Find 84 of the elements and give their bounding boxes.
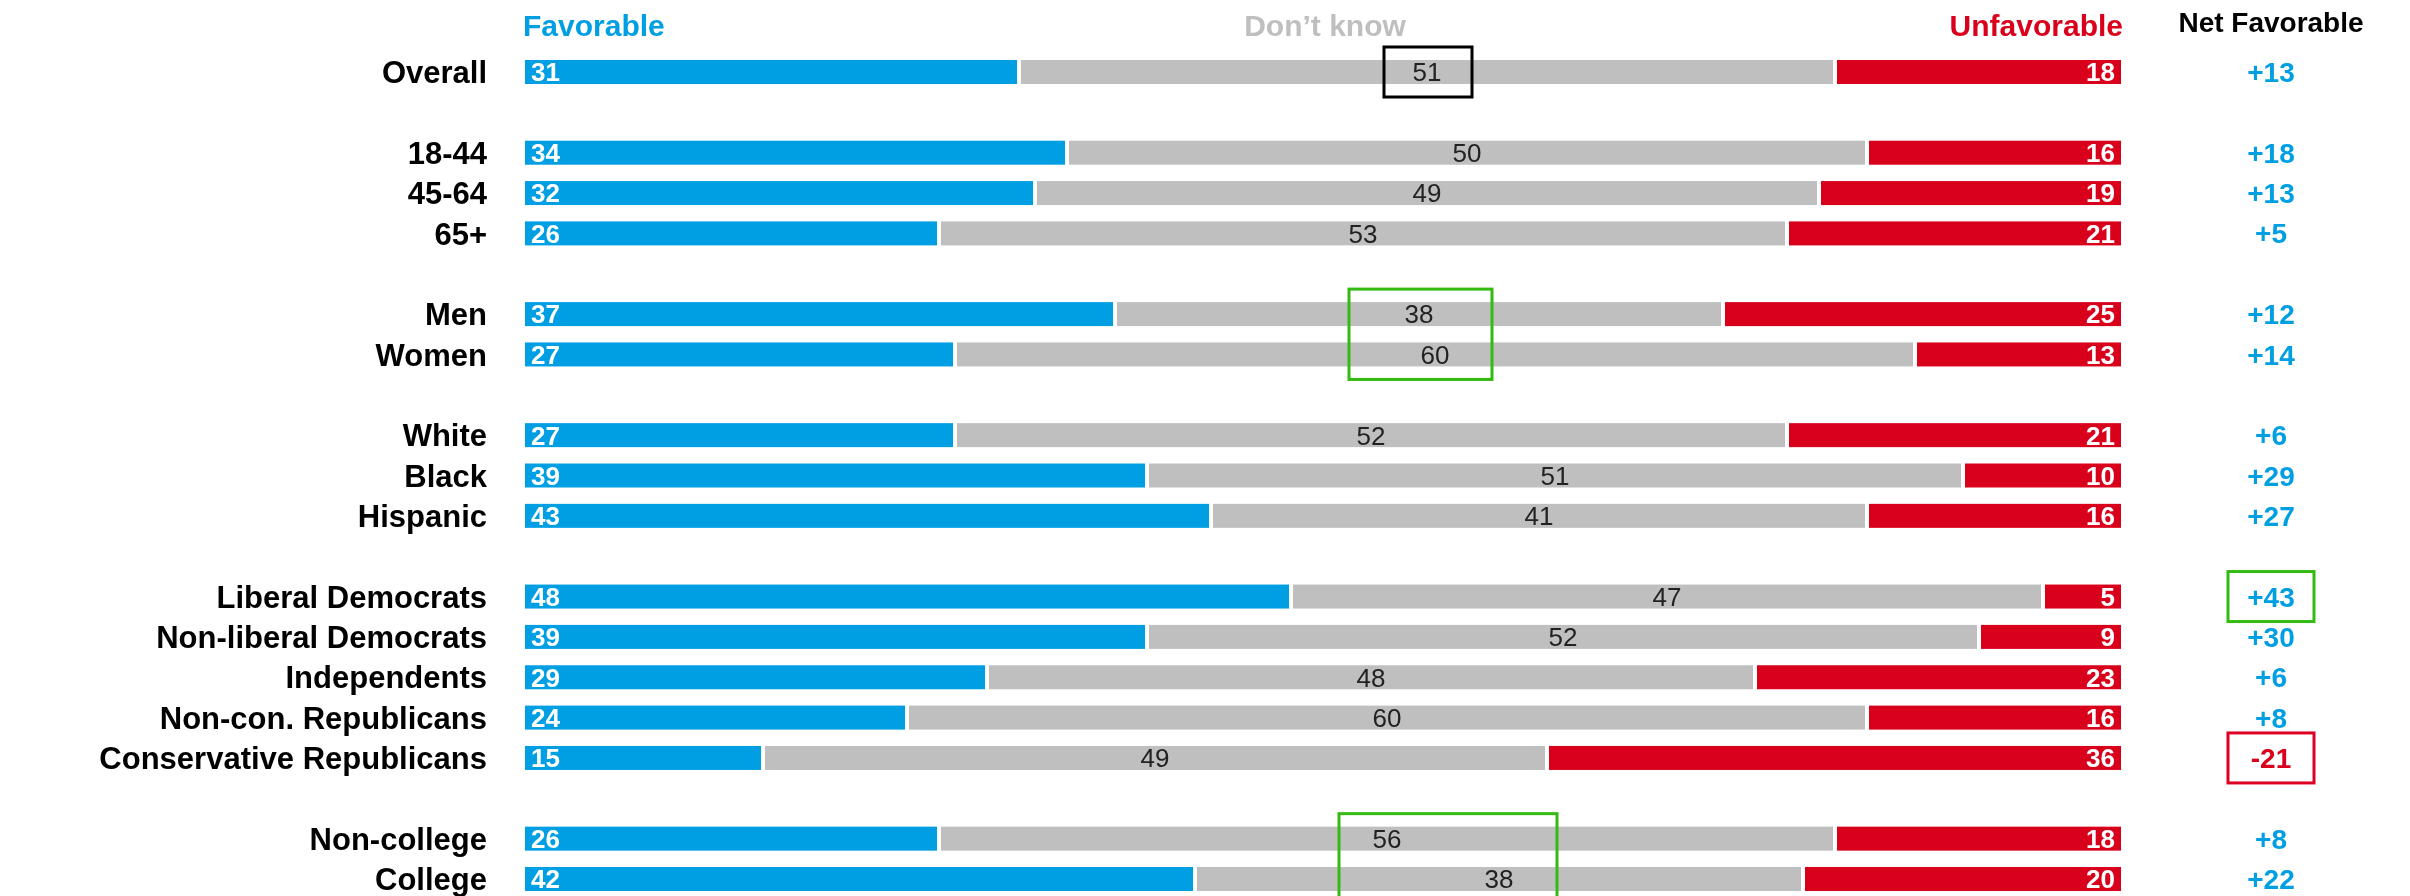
data-label: 41 <box>1524 501 1554 532</box>
y-tick-label: College <box>375 862 487 896</box>
data-label: 16 <box>2086 501 2115 532</box>
series-label: Don’t know <box>1244 9 1407 42</box>
data-label: 23 <box>2086 662 2115 693</box>
data-label: 16 <box>2086 702 2115 733</box>
y-tick-label: White <box>402 418 487 454</box>
data-label: 51 <box>1540 460 1570 491</box>
y-tick-label: 45-64 <box>407 176 488 212</box>
data-label: 56 <box>1372 824 1402 855</box>
data-label: 20 <box>2086 864 2115 895</box>
y-tick-label: Conservative Republicans <box>99 741 487 777</box>
y-tick-label: Black <box>404 458 488 494</box>
y-tick-label: Hispanic <box>357 499 487 535</box>
data-label: 16 <box>2086 138 2115 169</box>
series-label: Favorable <box>523 9 665 42</box>
data-label: 60 <box>1420 339 1450 370</box>
data-label: 42 <box>531 864 560 895</box>
text: +13 <box>2247 57 2295 89</box>
data-label: 38 <box>1484 864 1514 895</box>
data-label: 52 <box>1356 420 1386 451</box>
text: +29 <box>2247 460 2295 492</box>
data-label: 24 <box>531 702 561 733</box>
data-label: 29 <box>531 662 560 693</box>
text: +43 <box>2247 581 2295 613</box>
data-label: 34 <box>531 138 561 169</box>
y-tick-label: Non-college <box>309 821 487 857</box>
data-label: 18 <box>2086 57 2115 88</box>
text: +8 <box>2255 702 2287 734</box>
text: +5 <box>2255 218 2287 250</box>
data-label: 27 <box>531 339 560 370</box>
y-tick-label: 65+ <box>434 216 487 252</box>
text: +27 <box>2247 500 2295 532</box>
y-tick-label: Women <box>375 337 487 373</box>
text: +12 <box>2247 299 2295 331</box>
data-label: 26 <box>531 824 560 855</box>
text: -21 <box>2250 743 2292 775</box>
data-label: 19 <box>2086 178 2115 209</box>
data-label: 43 <box>531 501 560 532</box>
data-label: 32 <box>531 178 560 209</box>
data-label: 39 <box>531 460 560 491</box>
data-label: 27 <box>531 420 560 451</box>
data-label: 48 <box>531 581 560 612</box>
data-label: 37 <box>531 299 560 330</box>
data-label: 21 <box>2086 218 2115 249</box>
data-label: 49 <box>1140 743 1170 774</box>
data-label: 53 <box>1348 218 1378 249</box>
text: +30 <box>2247 621 2295 653</box>
data-label: 38 <box>1404 299 1434 330</box>
data-label: 50 <box>1452 138 1482 169</box>
y-tick-label: Non-con. Republicans <box>159 700 487 736</box>
text: Net Favorable <box>2178 7 2364 38</box>
data-label: 47 <box>1652 581 1682 612</box>
data-label: 51 <box>1412 57 1442 88</box>
text: +13 <box>2247 178 2295 210</box>
y-tick-label: Men <box>425 297 487 333</box>
data-label: 9 <box>2100 622 2115 653</box>
data-label: 48 <box>1356 662 1386 693</box>
text: +8 <box>2255 823 2287 855</box>
data-label: 10 <box>2086 460 2115 491</box>
data-label: 39 <box>531 622 560 653</box>
y-tick-label: Liberal Democrats <box>216 579 487 615</box>
data-label: 60 <box>1372 702 1402 733</box>
y-tick-label: 18-44 <box>407 135 488 171</box>
data-label: 31 <box>531 57 560 88</box>
data-label: 25 <box>2086 299 2115 330</box>
text: +14 <box>2247 339 2296 371</box>
y-tick-label: Non-liberal Democrats <box>156 620 487 656</box>
data-label: 13 <box>2086 339 2115 370</box>
text: +6 <box>2255 662 2287 694</box>
y-tick-label: Independents <box>285 660 487 696</box>
y-tick-label: Overall <box>381 55 487 91</box>
text: +18 <box>2247 137 2295 169</box>
data-label: 5 <box>2100 581 2115 612</box>
data-label: 15 <box>531 743 560 774</box>
data-label: 18 <box>2086 824 2115 855</box>
data-label: 26 <box>531 218 560 249</box>
data-label: 49 <box>1412 178 1442 209</box>
data-label: 52 <box>1548 622 1578 653</box>
text: +22 <box>2247 864 2295 896</box>
data-label: 21 <box>2086 420 2115 451</box>
text: +6 <box>2255 420 2287 452</box>
series-label: Unfavorable <box>1949 9 2123 42</box>
data-label: 36 <box>2086 743 2115 774</box>
